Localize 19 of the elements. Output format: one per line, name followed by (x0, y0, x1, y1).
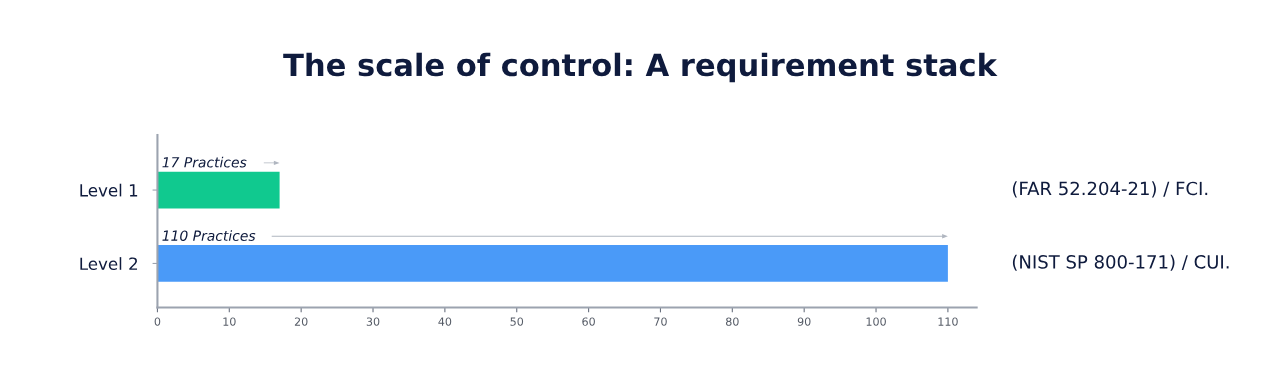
x-tick-label: 70 (654, 317, 667, 326)
chart-title: The scale of control: A requirement stack (283, 52, 998, 83)
x-tick-label: 90 (797, 317, 811, 326)
x-tick-label: 60 (582, 317, 595, 326)
y-tick-label: Level 2 (80, 257, 138, 271)
y-tick-label: Level 1 (80, 183, 138, 197)
x-tick-label: 30 (366, 317, 380, 326)
x-tick-label: 80 (726, 317, 739, 326)
x-tick-label: 20 (294, 317, 308, 326)
data-label: 17 Practices (162, 156, 247, 168)
x-tick-label: 10 (223, 317, 236, 326)
x-tick-label: 0 (154, 317, 161, 326)
data-label: 110 Practices (162, 230, 256, 241)
text: (FAR 52.204-21) / FCI. (1012, 181, 1208, 198)
x-tick-label: 100 (866, 317, 886, 326)
x-tick-label: 40 (438, 317, 452, 326)
x-tick-label: 110 (938, 317, 958, 326)
text: (NIST SP 800-171) / CUI. (1012, 254, 1229, 271)
x-tick-label: 50 (510, 317, 524, 326)
